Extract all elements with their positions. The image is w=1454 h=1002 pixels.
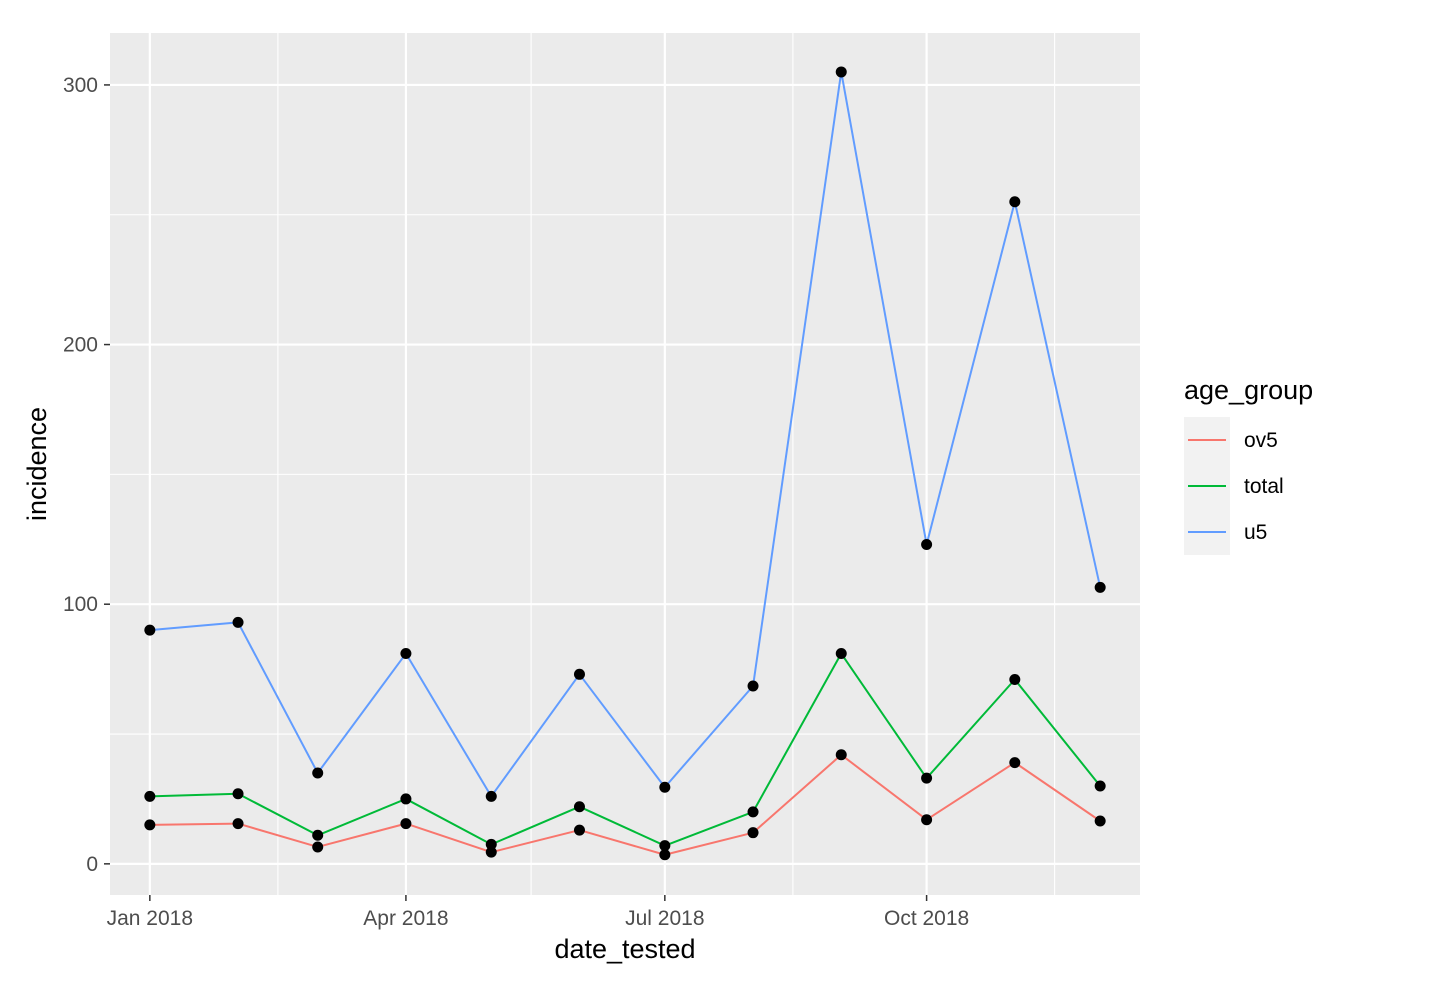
data-point-total bbox=[312, 829, 324, 841]
data-point-total bbox=[573, 801, 585, 813]
y-tick-label: 200 bbox=[63, 334, 98, 357]
x-tick-label: Oct 2018 bbox=[884, 907, 969, 930]
legend-label-u5: u5 bbox=[1244, 521, 1267, 544]
data-point-total bbox=[835, 648, 847, 660]
legend: age_group ov5 total u5 bbox=[1184, 375, 1313, 555]
data-point-ov5 bbox=[232, 818, 244, 830]
legend-keys: ov5 total u5 bbox=[1184, 417, 1284, 555]
major-gridlines bbox=[110, 33, 1140, 895]
data-point-total bbox=[1009, 674, 1021, 685]
y-axis-title: incidence bbox=[22, 407, 52, 521]
data-point-u5 bbox=[659, 781, 671, 793]
data-point-u5 bbox=[1094, 581, 1106, 593]
y-axis: 0 100 200 300 bbox=[63, 74, 110, 876]
x-tick-label: Jul 2018 bbox=[625, 907, 704, 930]
y-tick-label: 100 bbox=[63, 593, 98, 616]
data-point-ov5 bbox=[400, 818, 412, 830]
data-point-total bbox=[485, 838, 497, 850]
legend-label-ov5: ov5 bbox=[1244, 429, 1278, 452]
legend-title: age_group bbox=[1184, 375, 1313, 405]
data-point-total bbox=[921, 772, 933, 784]
series-line-total bbox=[149, 652, 1101, 847]
data-point-total bbox=[144, 790, 156, 802]
data-point-ov5 bbox=[485, 846, 497, 858]
series-line-u5 bbox=[149, 70, 1102, 798]
data-point-u5 bbox=[400, 648, 412, 660]
data-point-total bbox=[747, 806, 759, 818]
x-axis-title: date_tested bbox=[554, 934, 695, 964]
data-point-u5 bbox=[573, 668, 585, 680]
data-point-u5 bbox=[485, 790, 497, 802]
data-point-u5 bbox=[232, 616, 244, 628]
data-point-total bbox=[659, 840, 671, 852]
data-point-u5 bbox=[835, 66, 847, 78]
y-tick-label: 0 bbox=[86, 853, 98, 876]
data-point-u5 bbox=[144, 624, 156, 636]
data-points bbox=[144, 66, 1106, 861]
x-tick-label: Apr 2018 bbox=[363, 907, 448, 930]
plot-panel bbox=[110, 33, 1140, 895]
data-point-ov5 bbox=[144, 819, 156, 831]
data-point-u5 bbox=[312, 767, 324, 779]
x-axis: Jan 2018 Apr 2018 Jul 2018 Oct 2018 bbox=[107, 895, 969, 930]
x-tick-label: Jan 2018 bbox=[107, 907, 193, 930]
data-point-u5 bbox=[747, 680, 759, 692]
legend-label-total: total bbox=[1244, 475, 1284, 498]
y-tick-label: 300 bbox=[63, 74, 98, 97]
data-point-ov5 bbox=[747, 827, 759, 839]
data-point-ov5 bbox=[312, 841, 324, 853]
data-point-total bbox=[1094, 780, 1106, 792]
data-point-ov5 bbox=[573, 824, 585, 836]
data-point-ov5 bbox=[921, 814, 933, 826]
data-point-u5 bbox=[921, 538, 933, 550]
data-point-ov5 bbox=[1094, 815, 1106, 827]
series-line-ov5 bbox=[149, 753, 1101, 856]
data-point-ov5 bbox=[1009, 757, 1021, 769]
data-point-total bbox=[400, 793, 412, 805]
minor-gridlines bbox=[110, 33, 1140, 895]
data-point-total bbox=[232, 788, 244, 800]
data-point-ov5 bbox=[659, 849, 671, 861]
series-lines bbox=[149, 70, 1102, 856]
data-point-ov5 bbox=[835, 749, 847, 761]
data-point-u5 bbox=[1009, 196, 1021, 208]
